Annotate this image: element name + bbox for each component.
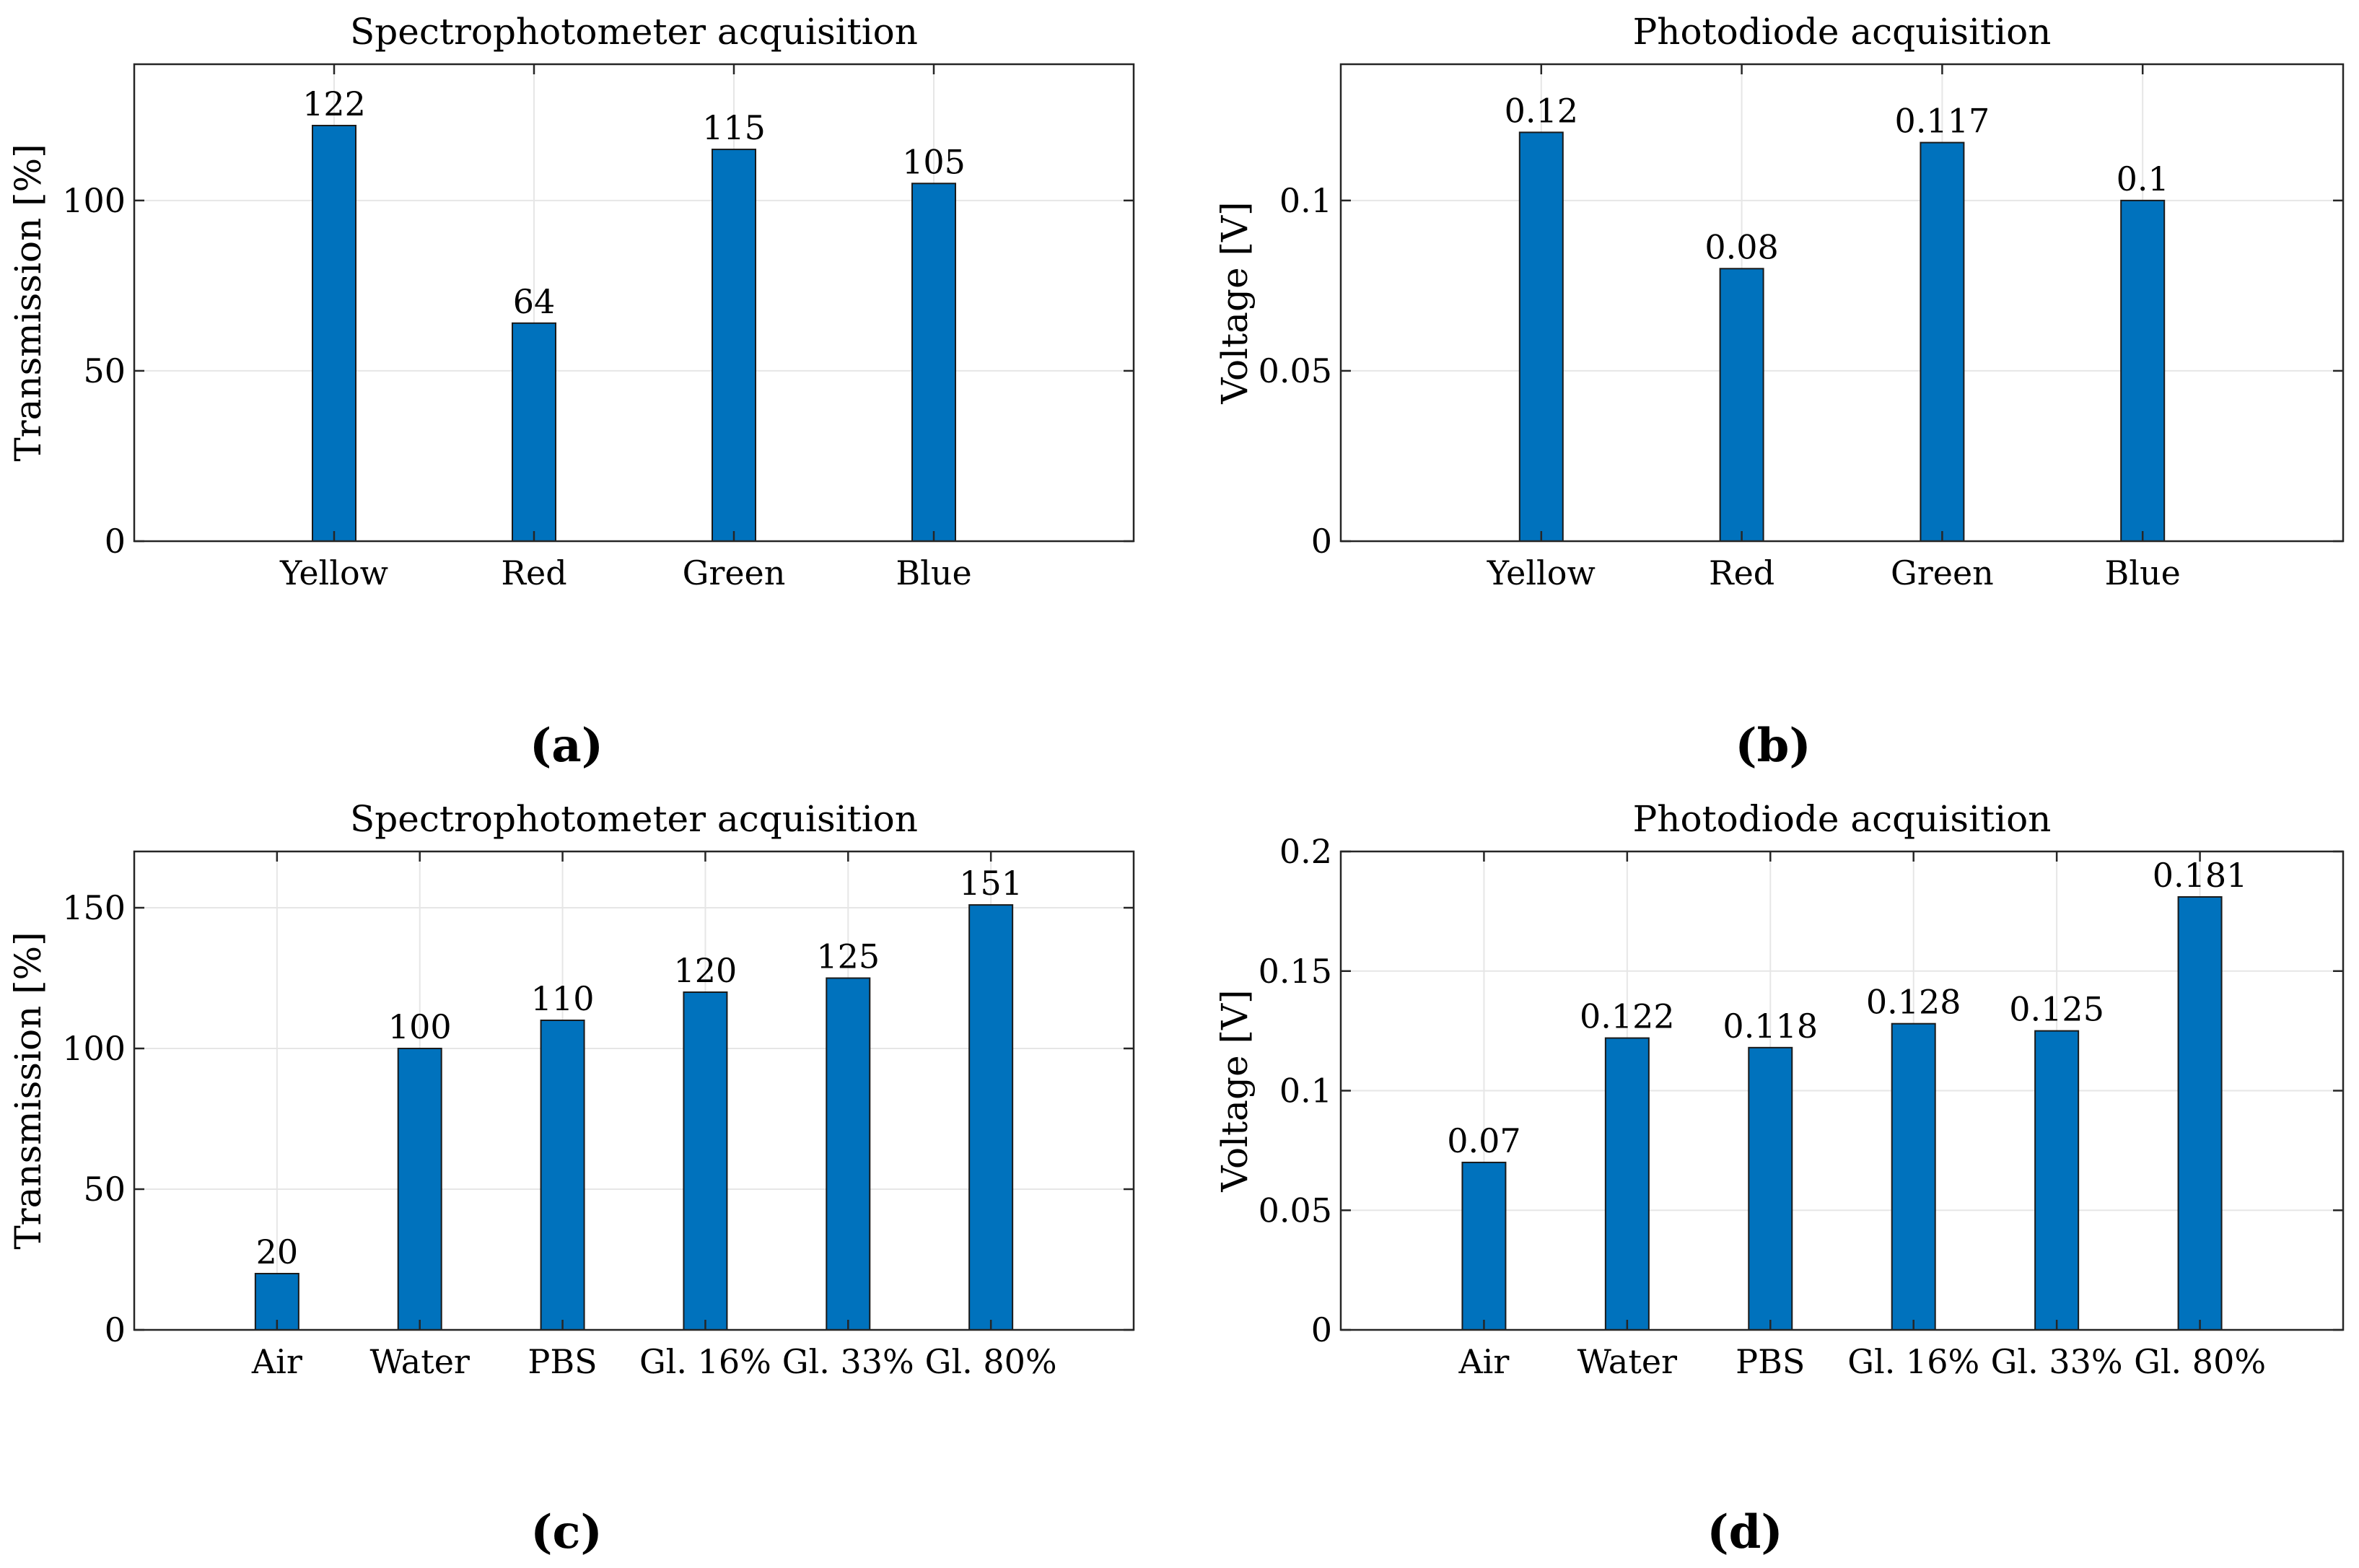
y-tick-label: 0.1 (1279, 181, 1332, 220)
bar-data-label: 110 (531, 979, 595, 1018)
x-tick-label: Gl. 16% (639, 1342, 771, 1381)
panel-label-c: (c) (530, 1505, 603, 1559)
bar (1891, 1022, 1936, 1331)
chart-d-photodiode-media: 0.07 0.122 0.118 0.128 0.125 0.181 0 0.05 0.1 0.1… (1214, 798, 2345, 1381)
bar (540, 1020, 585, 1331)
plot-area (134, 851, 1134, 1330)
panel-label-d: (d) (1707, 1505, 1782, 1559)
y-axis-label: Transmission [%] (7, 144, 49, 461)
bar (911, 183, 956, 542)
y-tick-label: 50 (83, 1170, 126, 1209)
bar-data-label: 120 (674, 951, 738, 990)
x-tick-label: Gl. 33% (782, 1342, 914, 1381)
bar (2034, 1030, 2080, 1331)
bar (826, 977, 871, 1331)
axes-box (1339, 63, 2345, 543)
bar-data-label: 125 (816, 937, 880, 976)
bar (968, 904, 1014, 1331)
x-tick-label: Green (683, 553, 786, 592)
x-tick-label: Gl. 33% (1991, 1342, 2123, 1381)
plot-area (1341, 64, 2343, 541)
y-tick-label: 100 (62, 1029, 126, 1068)
chart-title: Spectrophotometer acquisition (350, 11, 918, 53)
bar (1719, 268, 1764, 542)
bar (683, 991, 728, 1331)
y-axis-label: Voltage [V] (1214, 201, 1256, 404)
bar-data-label: 0.08 (1704, 227, 1778, 266)
bar-data-label: 0.128 (1866, 983, 1961, 1022)
x-tick-label: Water (370, 1342, 470, 1381)
bar-data-label: 0.118 (1723, 1007, 1818, 1046)
y-tick-label: 150 (62, 888, 126, 927)
x-tick-label: Gl. 80% (2134, 1342, 2266, 1381)
chart-title: Spectrophotometer acquisition (350, 798, 918, 840)
bar (2120, 199, 2166, 542)
bar-data-label: 100 (388, 1007, 452, 1046)
bar-data-label: 64 (513, 282, 556, 321)
y-tick-label: 0 (105, 1310, 126, 1349)
bar-data-label: 122 (302, 84, 366, 123)
y-tick-label: 0.05 (1259, 351, 1332, 390)
x-tick-label: Gl. 16% (1847, 1342, 1979, 1381)
bar-data-label: 151 (959, 864, 1023, 903)
bar-data-label: 0.181 (2153, 856, 2248, 895)
x-tick-label: Water (1577, 1342, 1677, 1381)
x-tick-label: PBS (528, 1342, 597, 1381)
x-tick-label: Red (501, 553, 566, 592)
chart-title: Photodiode acquisition (1633, 798, 2052, 840)
bar-data-label: 0.07 (1447, 1121, 1520, 1160)
x-tick-label: Green (1891, 553, 1994, 592)
x-tick-label: Air (251, 1342, 302, 1381)
bar (1604, 1037, 1650, 1331)
panel-label-a: (a) (530, 719, 603, 773)
y-tick-label: 0 (105, 522, 126, 561)
bar-data-label: 0.122 (1580, 997, 1675, 1036)
bar (712, 149, 756, 543)
bar-data-label: 0.12 (1505, 91, 1578, 130)
bar (1461, 1161, 1507, 1331)
bar (1748, 1046, 1793, 1331)
y-axis-label: Transmission [%] (7, 932, 49, 1249)
y-tick-label: 0 (1311, 1310, 1332, 1349)
bar (1920, 141, 1965, 543)
bar-data-label: 20 (256, 1232, 299, 1271)
x-tick-label: Blue (896, 553, 971, 592)
bar-data-label: 0.117 (1895, 102, 1990, 141)
y-tick-label: 100 (62, 181, 126, 220)
bar (512, 322, 556, 542)
bar-data-label: 0.125 (2009, 990, 2104, 1029)
chart-title: Photodiode acquisition (1633, 11, 2052, 53)
bar (312, 124, 356, 542)
plot-area (134, 64, 1134, 541)
axes-box (133, 850, 1135, 1331)
y-tick-label: 0.1 (1279, 1072, 1332, 1111)
y-tick-label: 0 (1311, 522, 1332, 561)
bar (1518, 131, 1564, 542)
x-tick-label: Yellow (279, 553, 388, 592)
panel-label-b: (b) (1735, 719, 1811, 773)
chart-c-spectrophotometer-media: 20 100 110 120 125 151 0 50 100 150 Air Water PBS Gl.… (7, 798, 1135, 1381)
bar (397, 1048, 442, 1331)
y-tick-label: 0.05 (1259, 1191, 1332, 1230)
y-tick-label: 0.2 (1279, 832, 1332, 871)
y-tick-label: 50 (83, 351, 126, 390)
x-tick-label: Red (1709, 553, 1774, 592)
bar-data-label: 115 (702, 108, 766, 147)
axes-box (133, 63, 1135, 543)
bar-data-label: 0.1 (2117, 159, 2169, 198)
y-axis-label: Voltage [V] (1214, 989, 1256, 1192)
x-tick-label: Air (1458, 1342, 1509, 1381)
bar-data-label: 105 (902, 142, 966, 181)
chart-b-photodiode-colors: 0.12 0.08 0.117 0.1 0 0.05 0.1 Yellow Red Green Bl… (1214, 11, 2345, 592)
x-tick-label: Gl. 80% (925, 1342, 1057, 1381)
chart-a-spectrophotometer-colors: 122 64 115 105 0 50 100 Yellow Red Green Blue Spect… (7, 11, 1135, 592)
y-tick-label: 0.15 (1259, 952, 1332, 991)
x-tick-label: PBS (1736, 1342, 1805, 1381)
x-tick-label: Blue (2105, 553, 2181, 592)
bar (2177, 895, 2223, 1331)
x-tick-label: Yellow (1487, 553, 1596, 592)
